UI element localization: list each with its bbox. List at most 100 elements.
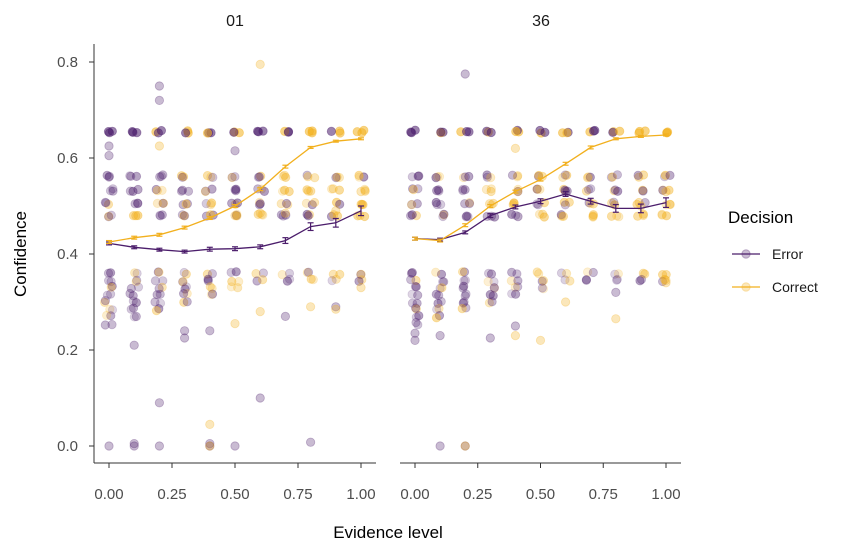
data-point [414, 171, 424, 181]
data-point [107, 281, 117, 291]
data-point [486, 186, 496, 197]
outlier-point [510, 143, 521, 153]
data-point [612, 170, 623, 180]
data-point [583, 172, 594, 182]
data-point [128, 296, 138, 306]
data-point [436, 296, 446, 307]
data-point [133, 184, 143, 195]
outlier-point [230, 146, 240, 156]
data-point [359, 172, 369, 182]
data-point [460, 185, 470, 195]
data-point [484, 298, 494, 308]
data-point [155, 289, 165, 299]
data-point [102, 170, 112, 180]
data-point [538, 284, 549, 294]
data-point [334, 185, 344, 195]
data-point [489, 277, 499, 287]
data-point [332, 172, 342, 182]
data-point [581, 275, 592, 285]
data-point [253, 127, 264, 137]
outlier-point [611, 314, 621, 324]
data-point [534, 209, 545, 219]
data-point [460, 172, 470, 182]
data-point [532, 267, 542, 277]
data-point [635, 276, 645, 286]
data-point [435, 283, 445, 293]
data-point [486, 184, 496, 194]
error-bar [131, 245, 138, 250]
error-bar [587, 197, 594, 205]
data-point [203, 276, 213, 286]
error-bar [587, 145, 594, 150]
data-point [665, 170, 675, 180]
data-point [102, 310, 112, 320]
data-point [125, 171, 135, 181]
data-point [406, 199, 417, 210]
y-tick-label: 0.2 [57, 342, 78, 359]
data-point [306, 274, 316, 284]
data-point [307, 200, 317, 210]
data-point [150, 276, 160, 286]
data-point [431, 173, 441, 183]
data-point [439, 209, 449, 219]
outlier-point [510, 321, 521, 331]
data-point [661, 269, 671, 280]
data-point [104, 211, 114, 221]
data-point [638, 170, 649, 180]
data-point [431, 197, 441, 208]
data-point [406, 128, 417, 138]
error-bar [257, 187, 264, 192]
data-point [233, 283, 243, 293]
data-point [507, 209, 517, 219]
data-point [281, 198, 292, 209]
data-point [207, 184, 217, 194]
data-point [411, 312, 421, 322]
data-point [459, 275, 469, 286]
data-point [303, 267, 314, 277]
data-point [437, 277, 448, 287]
data-point [107, 305, 118, 315]
data-point [613, 186, 623, 196]
data-point [104, 172, 114, 182]
data-point [202, 171, 213, 181]
outlier-point [435, 441, 445, 451]
data-point [284, 268, 295, 278]
outlier-point [205, 438, 215, 449]
data-point [560, 275, 570, 285]
outlier-point [305, 302, 316, 312]
data-point [638, 186, 648, 196]
error-bar [332, 217, 339, 228]
data-point [278, 171, 288, 181]
data-point [613, 269, 624, 279]
error-bar [358, 205, 364, 217]
data-point [406, 274, 416, 285]
data-point [432, 199, 442, 210]
data-point [334, 126, 345, 136]
data-point [207, 289, 218, 299]
data-point [133, 198, 143, 208]
data-point [432, 186, 442, 196]
data-point [304, 210, 315, 220]
data-point [434, 172, 445, 182]
data-point [106, 210, 116, 220]
data-point [176, 186, 187, 196]
data-point [460, 291, 470, 301]
data-point [227, 172, 237, 182]
data-point [588, 212, 598, 222]
data-point [182, 297, 192, 307]
data-point [326, 184, 337, 194]
data-point [489, 283, 499, 293]
data-point [486, 269, 497, 279]
outlier-point [129, 438, 139, 449]
x-tick-label: 0.25 [463, 486, 492, 503]
data-point [231, 210, 241, 220]
outlier-point [280, 208, 290, 218]
y-tick-label: 0.0 [57, 438, 78, 455]
data-point [461, 127, 472, 137]
data-point [231, 184, 241, 194]
data-point [431, 289, 441, 299]
data-point [132, 275, 142, 285]
data-point [158, 198, 169, 208]
x-tick-label: 0.00 [400, 486, 429, 503]
